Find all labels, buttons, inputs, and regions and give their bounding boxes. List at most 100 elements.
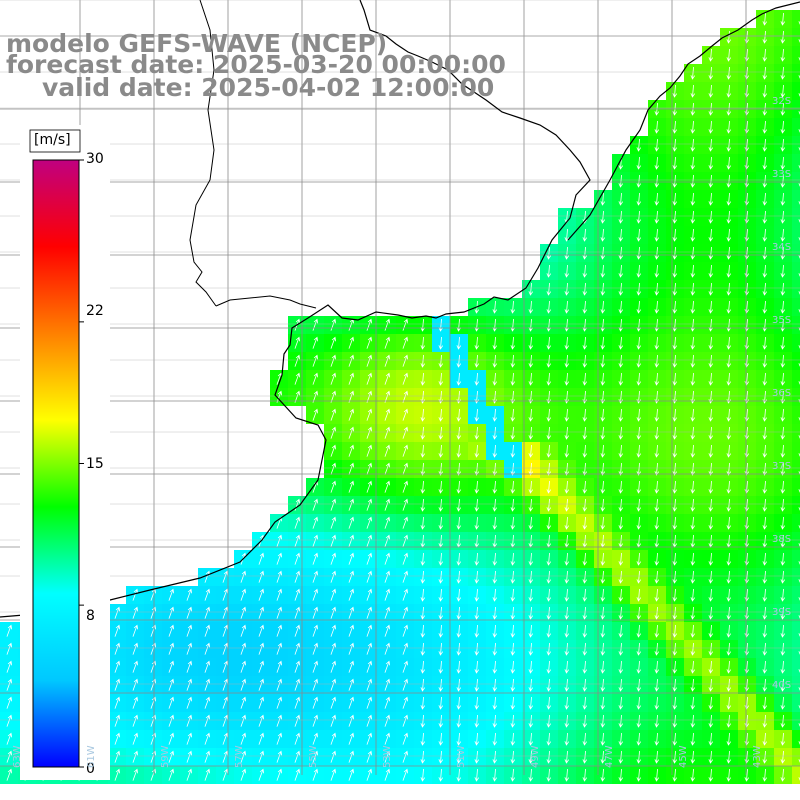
wind-arrow (420, 642, 426, 656)
wind-arrow (690, 318, 696, 332)
wind-arrow (798, 399, 800, 403)
wind-arrow (798, 507, 800, 511)
wind-arrow (708, 444, 714, 458)
wind-arrow (438, 498, 444, 512)
wind-arrow (762, 678, 768, 692)
wind-arrow (690, 480, 696, 494)
wind-arrow (546, 282, 552, 296)
wind-arrow (510, 552, 516, 566)
wind-arrow (798, 147, 800, 151)
wind-arrow (528, 732, 534, 746)
wind-arrow (348, 336, 355, 349)
wind-arrow (744, 426, 750, 440)
wind-arrow (654, 552, 660, 566)
wind-arrow (402, 516, 409, 529)
wind-arrow (402, 660, 409, 673)
wind-arrow (330, 660, 337, 673)
wind-arrow (654, 354, 660, 368)
wind-arrow (366, 354, 373, 367)
wind-arrow (474, 732, 480, 746)
wind-arrow (564, 282, 570, 296)
wind-arrow (456, 660, 462, 674)
wind-arrow (366, 588, 373, 601)
wind-arrow (240, 624, 247, 637)
wind-arrow (492, 660, 498, 674)
wind-arrow (798, 183, 800, 187)
wind-arrow (402, 318, 409, 331)
wind-arrow (636, 498, 642, 512)
colorbar-tick-22: 22 (86, 303, 104, 319)
wind-cell (792, 388, 800, 406)
wind-arrow (438, 642, 444, 656)
wind-arrow (186, 768, 193, 781)
wind-arrow (546, 462, 552, 476)
wind-arrow (528, 318, 534, 332)
wind-arrow (600, 696, 606, 710)
wind-arrow (384, 606, 391, 619)
wind-arrow (528, 282, 534, 296)
wind-arrow (348, 462, 355, 475)
wind-arrow (114, 606, 121, 619)
wind-arrow (780, 120, 786, 134)
wind-arrow (726, 300, 732, 314)
wind-arrow (258, 714, 265, 727)
wind-arrow (546, 624, 552, 638)
wind-arrow (492, 426, 498, 440)
wind-arrow (708, 246, 714, 260)
wind-arrow (330, 426, 337, 439)
wind-arrow (474, 462, 480, 476)
wind-arrow (402, 678, 409, 691)
wind-arrow (762, 480, 768, 494)
wind-arrow (546, 264, 552, 278)
wind-arrow (330, 444, 337, 457)
wind-arrow (528, 660, 534, 674)
wind-arrow (420, 732, 426, 746)
wind-arrow (456, 570, 462, 584)
wind-arrow (330, 462, 337, 475)
wind-arrow (168, 588, 175, 601)
wind-arrow (168, 678, 175, 691)
wind-arrow (600, 624, 606, 638)
wind-cell (792, 604, 800, 622)
wind-cell (792, 730, 800, 748)
wind-arrow (474, 354, 480, 368)
wind-arrow (420, 714, 426, 728)
wind-arrow (582, 606, 588, 620)
wind-arrow (384, 768, 391, 781)
wind-arrow (168, 606, 175, 619)
wind-arrow (438, 588, 444, 602)
wind-arrow (402, 642, 409, 655)
wind-arrow (312, 516, 319, 529)
country-border (189, 0, 217, 307)
wind-arrow (258, 552, 265, 565)
wind-arrow (366, 444, 373, 457)
wind-arrow (582, 228, 588, 242)
wind-arrow (582, 660, 588, 674)
wind-arrow (708, 606, 714, 620)
wind-arrow (744, 228, 750, 242)
wind-arrow (564, 696, 570, 710)
wind-cell (792, 82, 800, 100)
wind-arrow (744, 84, 750, 98)
wind-arrow (294, 750, 301, 763)
wind-arrow (330, 534, 337, 547)
wind-arrow (672, 300, 678, 314)
wind-arrow (600, 660, 606, 674)
wind-arrow (708, 462, 714, 476)
wind-arrow (672, 426, 678, 440)
wind-arrow (654, 408, 660, 422)
wind-arrow (654, 336, 660, 350)
longitude-label: 55W (308, 745, 319, 768)
wind-arrow (798, 93, 800, 97)
wind-arrow (330, 408, 337, 421)
latitude-label: 33S (772, 169, 792, 180)
wind-arrow (222, 624, 229, 637)
wind-arrow (438, 696, 444, 710)
wind-arrow (798, 525, 800, 529)
wind-arrow (510, 768, 516, 782)
wind-arrow (582, 264, 588, 278)
wind-arrow (564, 498, 570, 512)
wind-arrow (276, 732, 283, 745)
wind-arrow (744, 642, 750, 656)
wind-arrow (546, 750, 552, 764)
